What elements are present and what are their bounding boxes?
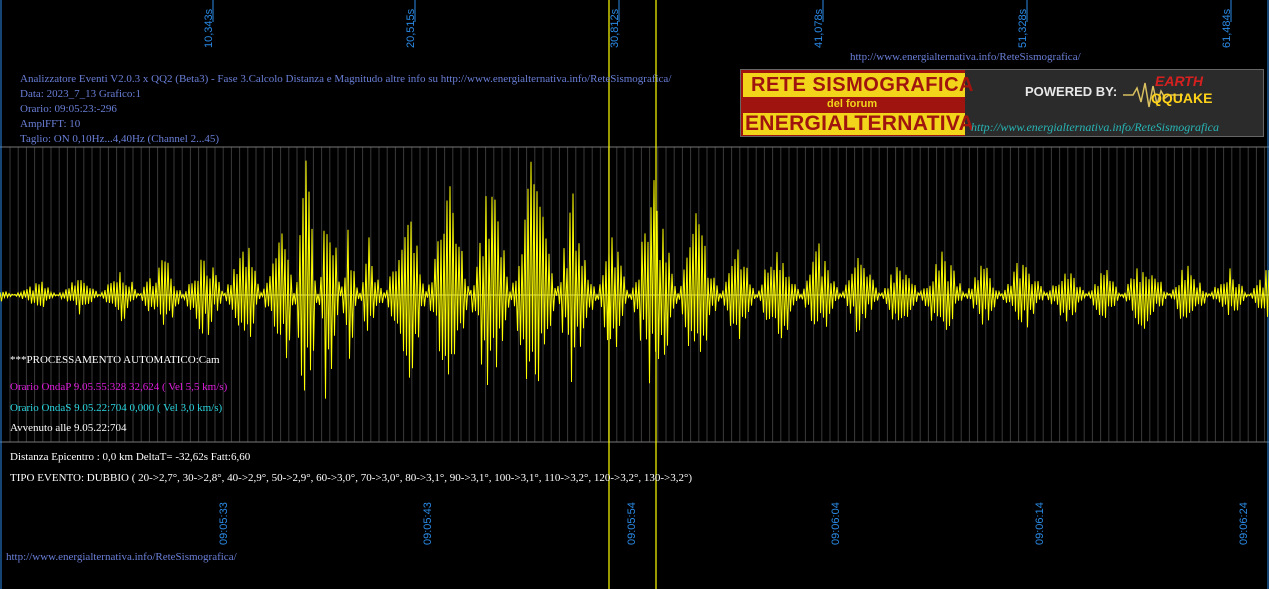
logo-yellow-band bbox=[743, 113, 965, 135]
top-tick-label: 51,328s bbox=[1017, 8, 1029, 48]
top-tick-label: 10,343s bbox=[203, 8, 215, 48]
seismic-trace bbox=[0, 160, 1269, 399]
filter-info: Taglio: ON 0,10Hz...4,40Hz (Channel 2...… bbox=[20, 133, 220, 145]
logo-title: RETE SISMOGRAFICA bbox=[751, 74, 974, 96]
tick-marks bbox=[212, 0, 1232, 22]
bottom-tick-label: 09:05:54 bbox=[626, 502, 638, 545]
auto-processing-label: ***PROCESSAMENTO AUTOMATICO:Cam bbox=[10, 354, 220, 366]
time-info: Orario: 09:05:23:-296 bbox=[20, 103, 117, 115]
seismograph-icon bbox=[1123, 82, 1183, 108]
bottom-tick-label: 09:05:43 bbox=[422, 502, 434, 545]
top-tick-label: 20,515s bbox=[405, 8, 417, 48]
onda-s-time: Orario OndaS 9.05.22:704 0,000 ( Vel 3,0… bbox=[10, 402, 223, 414]
top-tick-label: 61,484s bbox=[1221, 8, 1233, 48]
app-title: Analizzatore Eventi V2.0.3 x QQ2 (Beta3)… bbox=[20, 73, 672, 85]
bottom-tick-label: 09:06:04 bbox=[830, 502, 842, 545]
top-tick-label: 30,812s bbox=[609, 8, 621, 48]
onda-p-time: Orario OndaP 9.05.55:328 32,624 ( Vel 5,… bbox=[10, 381, 228, 393]
logo-yellow-band bbox=[743, 73, 965, 97]
amplfft-info: AmplFFT: 10 bbox=[20, 118, 81, 130]
top-tick-label: 41,078s bbox=[813, 8, 825, 48]
event-time: Avvenuto alle 9.05.22:704 bbox=[10, 422, 127, 434]
brand-qquake: QQUAKE bbox=[1151, 90, 1213, 106]
epicenter-distance: Distanza Epicentro : 0,0 km DeltaT= -32,… bbox=[10, 451, 251, 463]
top-url-link[interactable]: http://www.energialternativa.info/ReteSi… bbox=[850, 51, 1081, 63]
bottom-url-link[interactable]: http://www.energialternativa.info/ReteSi… bbox=[6, 551, 237, 563]
logo-forum-name: ENERGIALTERNATIVA bbox=[745, 112, 975, 135]
bottom-tick-label: 09:06:14 bbox=[1034, 502, 1046, 545]
bottom-tick-label: 09:05:33 bbox=[218, 502, 230, 545]
brand-earth: EARTH bbox=[1155, 73, 1203, 89]
logo-subtitle: del forum bbox=[827, 98, 878, 110]
event-type: TIPO EVENTO: DUBBIO ( 20->2,7°, 30->2,8°… bbox=[10, 472, 693, 484]
powered-by-label: POWERED BY: bbox=[1025, 84, 1118, 99]
logo-url[interactable]: http://www.energialternativa.info/ReteSi… bbox=[971, 120, 1219, 134]
rete-sismografica-logo[interactable]: RETE SISMOGRAFICA del forum ENERGIALTERN… bbox=[740, 69, 1264, 137]
date-info: Data: 2023_7_13 Grafico:1 bbox=[20, 88, 141, 100]
bottom-tick-label: 09:06:24 bbox=[1238, 502, 1250, 545]
